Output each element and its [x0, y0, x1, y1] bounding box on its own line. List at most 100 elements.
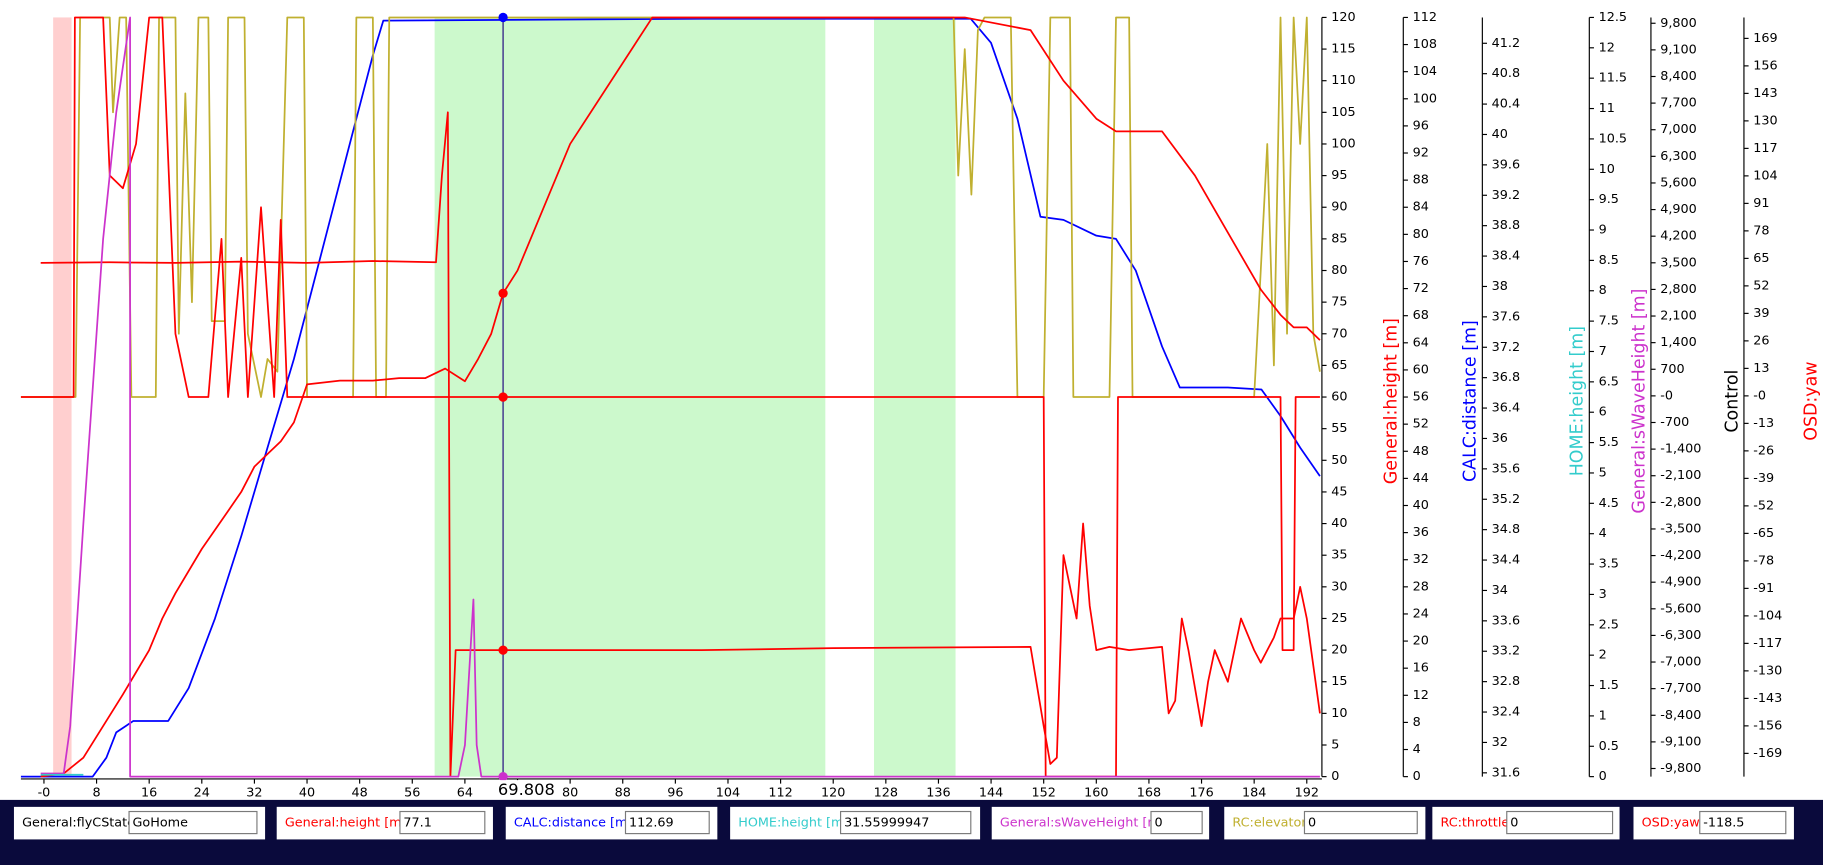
extra-axis-tick-label: -5,600: [1660, 601, 1701, 616]
status-input[interactable]: [1506, 810, 1614, 835]
extra-axis-tick-label: 2: [1599, 648, 1607, 663]
extra-axis-tick-label: 7,000: [1660, 122, 1697, 137]
extra-axis-tick-label: 40: [1413, 498, 1429, 513]
extra-axis-tick-label: 39: [1753, 306, 1769, 321]
extra-axis-tick-label: 4: [1599, 526, 1607, 541]
extra-axis-tick-label: 33.2: [1492, 644, 1520, 659]
extra-axis-tick-label: 96: [1413, 118, 1429, 133]
extra-axis-tick-label: 64: [1413, 335, 1429, 350]
x-tick-label: 128: [874, 785, 898, 800]
series-line: [40, 16, 1321, 778]
status-label: General:flyCState: [22, 816, 135, 831]
status-input[interactable]: [1699, 810, 1787, 835]
y-tick-label: 10: [1331, 706, 1347, 721]
extra-axis-tick-label: 91: [1753, 196, 1769, 211]
extra-axis-tick-label: 76: [1413, 254, 1429, 269]
series-line: [40, 111, 1321, 778]
extra-axis-tick-label: 0.5: [1599, 739, 1619, 754]
status-value: 31.55999947: [844, 816, 929, 831]
extra-axis-tick-label: 700: [1660, 362, 1684, 377]
extra-axis-tick-label: -78: [1753, 553, 1774, 568]
extra-axis-tick-label: 38.8: [1492, 218, 1520, 233]
extra-axis-tick-label: 8,400: [1660, 69, 1697, 84]
extra-axis-tick-label: -26: [1753, 443, 1774, 458]
x-tick-label: 24: [194, 785, 210, 800]
y-tick-label: 65: [1331, 358, 1347, 373]
x-tick-label: 144: [979, 785, 1003, 800]
extra-axis-tick-label: -65: [1753, 526, 1774, 541]
extra-axis-tick-label: -130: [1753, 663, 1782, 678]
status-label: CALC:distance [m]: [514, 816, 633, 831]
extra-axis-tick-label: 0: [1599, 769, 1607, 784]
extra-axis-tick-label: 32.4: [1492, 705, 1520, 720]
extra-axis-tick-label: -169: [1753, 746, 1782, 761]
extra-axis-tick-label: -4,200: [1660, 548, 1701, 563]
extra-axis-tick-label: 156: [1753, 58, 1777, 73]
extra-axis-title: CALC:distance [m]: [1461, 320, 1481, 482]
extra-axis-tick-label: 117: [1753, 141, 1777, 156]
extra-axis-tick-label: -1,400: [1660, 442, 1701, 457]
y-tick-label: 20: [1331, 643, 1347, 658]
cursor-point: [498, 392, 508, 402]
extra-axis-tick-label: 8: [1599, 283, 1607, 298]
extra-axis-tick-label: 32.8: [1492, 674, 1520, 689]
extra-axis-tick-label: 88: [1413, 173, 1429, 188]
extra-axis-tick-label: 52: [1753, 278, 1769, 293]
x-tick-label: 88: [615, 785, 631, 800]
extra-axis-tick-label: 9,800: [1660, 16, 1697, 31]
x-tick-label: -0: [38, 785, 51, 800]
x-tick-label: 112: [768, 785, 792, 800]
status-input[interactable]: [624, 810, 710, 835]
status-input[interactable]: [1150, 810, 1203, 835]
cursor-point: [498, 645, 508, 655]
extra-axis-tick-label: 4,900: [1660, 202, 1697, 217]
extra-axis-tick-label: 4.5: [1599, 496, 1619, 511]
series-line: [40, 16, 1320, 778]
extra-axis-tick-label: -7,000: [1660, 655, 1701, 670]
y-tick-label: 60: [1331, 390, 1347, 405]
status-input[interactable]: [839, 810, 972, 835]
extra-axis-tick-label: 3: [1599, 587, 1607, 602]
extra-axis-tick-label: 80: [1413, 227, 1429, 242]
extra-axis-tick-label: 8: [1413, 715, 1421, 730]
extra-axis-tick-label: 34.4: [1492, 553, 1520, 568]
extra-axis-tick-label: 34.8: [1492, 522, 1520, 537]
x-tick-label: 8: [93, 785, 101, 800]
status-input[interactable]: [399, 810, 486, 835]
status-input[interactable]: [128, 810, 258, 835]
extra-axis-tick-label: 31.6: [1492, 765, 1520, 780]
extra-axis-tick-label: 112: [1413, 10, 1437, 25]
extra-axis-tick-label: -104: [1753, 608, 1782, 623]
extra-axis-tick-label: 5,600: [1660, 175, 1697, 190]
extra-axis-tick-label: 2,100: [1660, 309, 1697, 324]
status-value: 77.1: [403, 816, 431, 831]
extra-axis-tick-label: 4,200: [1660, 229, 1697, 244]
extra-axis-tick-label: 13: [1753, 361, 1769, 376]
status-label: OSD:yaw: [1642, 816, 1700, 831]
extra-axis-tick-label: 38.4: [1492, 249, 1520, 264]
extra-axis-tick-label: -117: [1753, 636, 1782, 651]
extra-axis-tick-label: -39: [1753, 471, 1774, 486]
status-label: HOME:height [m]: [738, 816, 848, 831]
extra-axis-tick-label: 20: [1413, 634, 1429, 649]
x-tick-label: 16: [141, 785, 157, 800]
extra-axis-tick-label: 108: [1413, 37, 1437, 52]
extra-axis-tick-label: 32: [1492, 735, 1508, 750]
extra-axis-tick-label: -9,100: [1660, 734, 1701, 749]
extra-axis-tick-label: 2,800: [1660, 282, 1697, 297]
extra-axis-tick-label: 78: [1753, 223, 1769, 238]
extra-axis-tick-label: -52: [1753, 498, 1774, 513]
extra-axis-tick-label: 104: [1753, 168, 1777, 183]
extra-axis-tick-label: 11.5: [1599, 71, 1627, 86]
status-input[interactable]: [1303, 810, 1418, 835]
extra-axis-subtitle: Control: [1722, 370, 1742, 433]
x-tick-label: 184: [1242, 785, 1266, 800]
x-tick-label: 32: [246, 785, 262, 800]
extra-axis-tick-label: 6: [1599, 405, 1607, 420]
extra-axis-tick-label: 5: [1599, 465, 1607, 480]
extra-axis-tick-label: -700: [1660, 415, 1689, 430]
y-tick-label: 120: [1331, 10, 1355, 25]
y-tick-label: 50: [1331, 453, 1347, 468]
extra-axis-tick-label: 35.2: [1492, 492, 1520, 507]
series-line: [20, 17, 1321, 778]
